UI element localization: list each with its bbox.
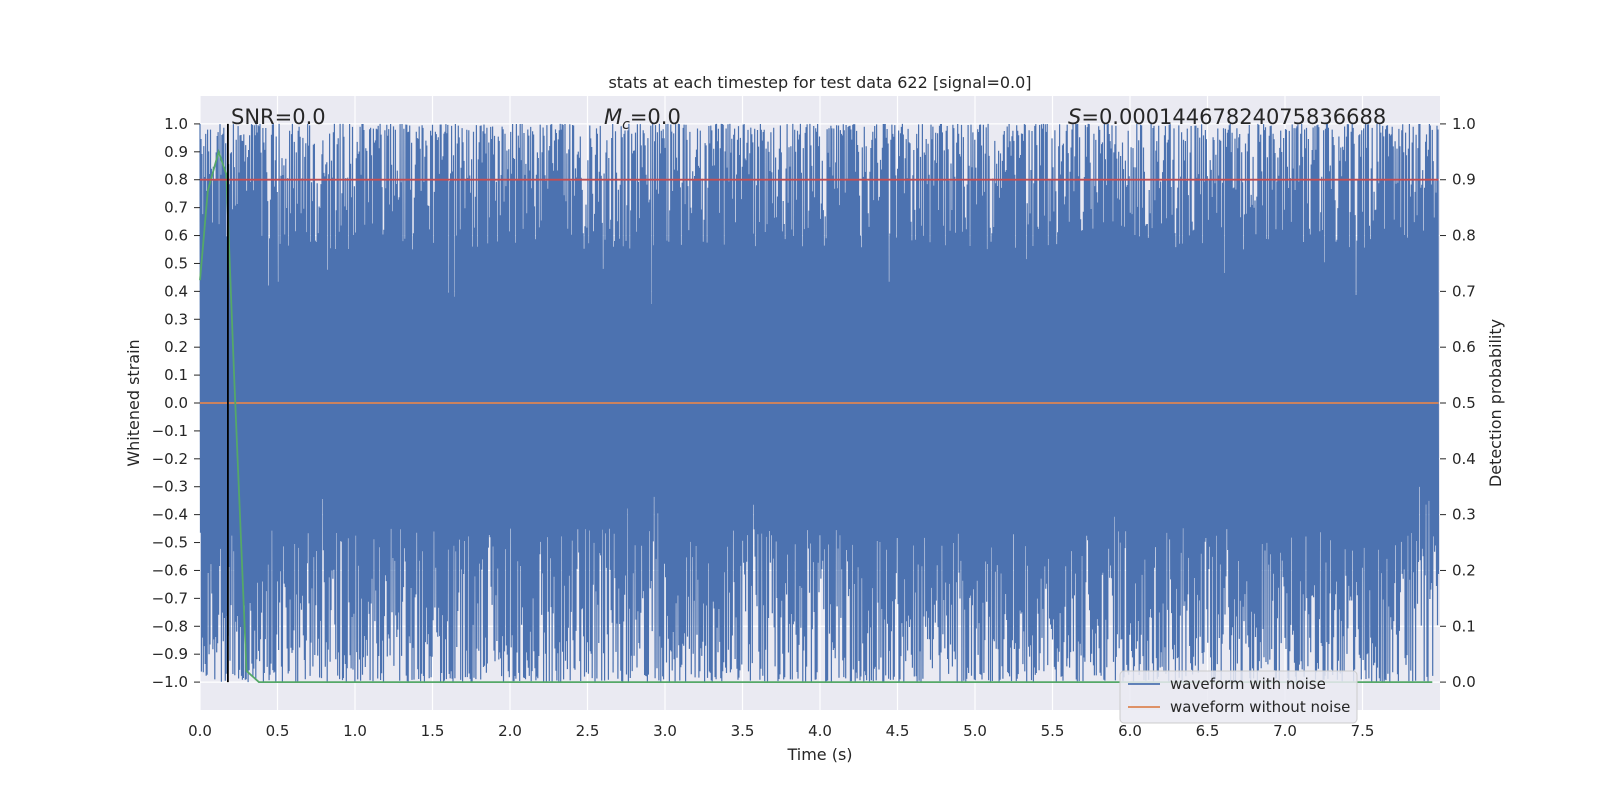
- chirp-mass-symbol: M: [604, 105, 622, 129]
- x-tick-label: 2.0: [498, 722, 522, 740]
- x-axis-ticks: 0.0 0.5 1.0 1.5 2.0 2.5 3.0 3.5 4.0 4.5 5.0 5.5 6.0 6…: [188, 722, 1374, 740]
- y-tick-label: −0.3: [152, 478, 188, 496]
- x-tick-label: 1.5: [421, 722, 445, 740]
- y2-tick-label: 0.3: [1452, 506, 1476, 524]
- y2-tick-label: 0.8: [1452, 227, 1476, 245]
- y-tick-label: −0.6: [152, 561, 188, 579]
- y-tick-label: −0.9: [152, 645, 188, 663]
- x-tick-label: 7.5: [1351, 722, 1375, 740]
- y2-tick-label: 0.1: [1452, 617, 1476, 635]
- y2-tick-label: 0.7: [1452, 282, 1476, 300]
- x-tick-label: 0.5: [266, 722, 290, 740]
- y-axis-label: Whitened strain: [124, 339, 143, 466]
- y2-tick-label: 0.9: [1452, 171, 1476, 189]
- y-tick-label: 0.0: [164, 394, 188, 412]
- y-tick-label: −0.2: [152, 450, 188, 468]
- waveform-noise-line: [199, 123, 1440, 683]
- chirp-mass-subscript: c: [622, 117, 630, 133]
- x-tick-label: 6.0: [1118, 722, 1142, 740]
- series-waveform-with-noise: [199, 123, 1440, 683]
- y-tick-label: 0.7: [164, 199, 188, 217]
- y2-axis-ticks: 1.0 0.9 0.8 0.7 0.6 0.5 0.4 0.3 0.2 0.1 0.0: [1440, 115, 1476, 691]
- y2-tick-label: 1.0: [1452, 115, 1476, 133]
- chart-title: stats at each timestep for test data 622…: [608, 73, 1031, 92]
- y-tick-label: −0.8: [152, 617, 188, 635]
- x-tick-label: 5.5: [1041, 722, 1065, 740]
- x-tick-label: 1.0: [343, 722, 367, 740]
- x-tick-label: 5.0: [963, 722, 987, 740]
- y2-tick-label: 0.4: [1452, 450, 1476, 468]
- s-value: =0.00014467824075836688: [1081, 105, 1386, 129]
- chirp-mass-annotation: Mc=0.0: [604, 105, 681, 133]
- y2-tick-label: 0.5: [1452, 394, 1476, 412]
- legend-box: [1119, 670, 1358, 724]
- y2-tick-label: 0.0: [1452, 673, 1476, 691]
- x-tick-label: 3.0: [653, 722, 677, 740]
- y2-axis-label: Detection probability: [1486, 319, 1505, 487]
- chirp-mass-value: =0.0: [630, 105, 681, 129]
- x-tick-label: 0.0: [188, 722, 212, 740]
- y-tick-label: 1.0: [164, 115, 188, 133]
- series-lines: [199, 123, 1439, 683]
- y-axis-ticks: 1.0 0.9 0.8 0.7 0.6 0.5 0.4 0.3 0.2 0.1 0.0 −0.1 −0.…: [152, 115, 200, 691]
- y-tick-label: −0.7: [152, 589, 188, 607]
- y-tick-label: −0.5: [152, 534, 188, 552]
- series-line-2: [199, 148, 1433, 683]
- y-tick-label: −1.0: [152, 673, 188, 691]
- y-tick-label: 0.3: [164, 310, 188, 328]
- y-tick-label: 0.9: [164, 143, 188, 161]
- y-tick-label: 0.1: [164, 366, 188, 384]
- legend-label-clean: waveform without noise: [1170, 698, 1350, 716]
- y-tick-label: −0.1: [152, 422, 188, 440]
- y2-tick-label: 0.6: [1452, 338, 1476, 356]
- y-tick-label: 0.8: [164, 171, 188, 189]
- y-tick-label: 0.6: [164, 227, 188, 245]
- x-tick-label: 4.0: [808, 722, 832, 740]
- s-symbol: S: [1068, 105, 1081, 129]
- x-tick-label: 4.5: [886, 722, 910, 740]
- legend-label-noise: waveform with noise: [1170, 675, 1326, 693]
- x-tick-label: 7.0: [1273, 722, 1297, 740]
- y-tick-label: 0.4: [164, 282, 188, 300]
- legend: waveform with noise waveform without noi…: [1119, 670, 1358, 724]
- x-tick-label: 2.5: [576, 722, 600, 740]
- snr-annotation: SNR=0.0: [231, 105, 326, 129]
- x-axis-label: Time (s): [786, 745, 852, 764]
- y2-tick-label: 0.2: [1452, 561, 1476, 579]
- x-tick-label: 6.5: [1196, 722, 1220, 740]
- y-tick-label: 0.2: [164, 338, 188, 356]
- y-tick-label: −0.4: [152, 506, 188, 524]
- s-annotation: S=0.00014467824075836688: [1068, 105, 1386, 129]
- x-tick-label: 3.5: [731, 722, 755, 740]
- y-tick-label: 0.5: [164, 254, 188, 272]
